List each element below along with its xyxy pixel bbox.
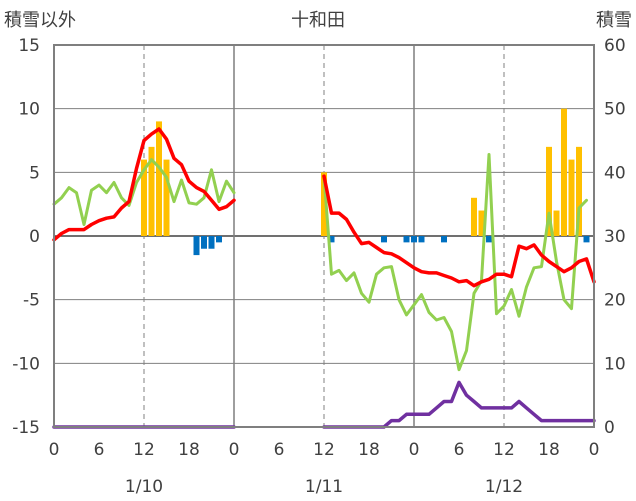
negative-bar <box>193 236 200 256</box>
left-y-tick-label: -5 <box>23 291 40 311</box>
x-tick-label: 18 <box>178 440 200 460</box>
left-y-tick-label: 15 <box>18 36 40 56</box>
x-tick-label: 0 <box>229 440 240 460</box>
negative-bar <box>411 236 417 243</box>
x-tick-label: 6 <box>454 440 465 460</box>
positive-bar <box>568 159 575 236</box>
green-series-line <box>52 158 236 226</box>
right-y-tick-label: 50 <box>604 100 626 120</box>
right-axis-label: 積雪 <box>596 10 632 31</box>
right-y-tick-label: 30 <box>604 227 626 247</box>
date-label: 1/10 <box>125 477 163 497</box>
left-y-tick-label: 5 <box>29 163 40 183</box>
temperature-line <box>322 174 596 288</box>
x-tick-label: 12 <box>133 440 155 460</box>
negative-bar <box>486 236 492 243</box>
left-y-tick-label: 0 <box>29 227 40 247</box>
x-tick-label: 6 <box>274 440 285 460</box>
right-y-tick-label: 10 <box>604 354 626 374</box>
right-y-tick-label: 0 <box>604 418 615 438</box>
positive-bar <box>148 146 155 236</box>
x-tick-label: 6 <box>94 440 105 460</box>
negative-bar <box>201 236 207 249</box>
negative-bar <box>216 236 222 243</box>
negative-bar <box>381 236 387 243</box>
negative-bar <box>328 236 335 243</box>
negative-bar <box>583 236 590 243</box>
x-tick-label: 12 <box>313 440 335 460</box>
snow-depth-line <box>322 380 596 429</box>
negative-bar <box>418 236 425 243</box>
left-y-tick-label: -15 <box>12 418 40 438</box>
right-y-tick-label: 20 <box>604 291 626 311</box>
left-y-tick-label: -10 <box>12 354 40 374</box>
positive-bar <box>156 121 162 236</box>
chart-title: 十和田 <box>291 10 345 31</box>
positive-bar <box>553 210 560 236</box>
precipitation-bars <box>141 108 590 256</box>
positive-bar <box>163 159 170 236</box>
positive-bar <box>546 146 552 236</box>
positive-bar <box>561 108 567 236</box>
positive-bar <box>141 159 147 236</box>
positive-bar <box>321 172 327 236</box>
date-label: 1/11 <box>305 477 343 497</box>
right-y-tick-label: 40 <box>604 163 626 183</box>
positive-bar <box>576 146 582 236</box>
x-tick-label: 12 <box>493 440 515 460</box>
positive-bar <box>471 197 477 236</box>
date-label: 1/12 <box>485 477 523 497</box>
x-tick-label: 18 <box>358 440 380 460</box>
positive-bar <box>478 210 485 236</box>
negative-bar <box>208 236 215 249</box>
temperature-line <box>52 127 236 242</box>
x-tick-label: 0 <box>49 440 60 460</box>
negative-bar <box>441 236 447 243</box>
x-tick-label: 0 <box>589 440 600 460</box>
left-y-tick-label: 10 <box>18 100 40 120</box>
plot-frame <box>53 44 595 428</box>
x-tick-label: 18 <box>538 440 560 460</box>
left-axis-label: 積雪以外 <box>4 10 76 31</box>
negative-bar <box>403 236 410 243</box>
x-tick-label: 0 <box>409 440 420 460</box>
right-y-tick-label: 60 <box>604 36 626 56</box>
